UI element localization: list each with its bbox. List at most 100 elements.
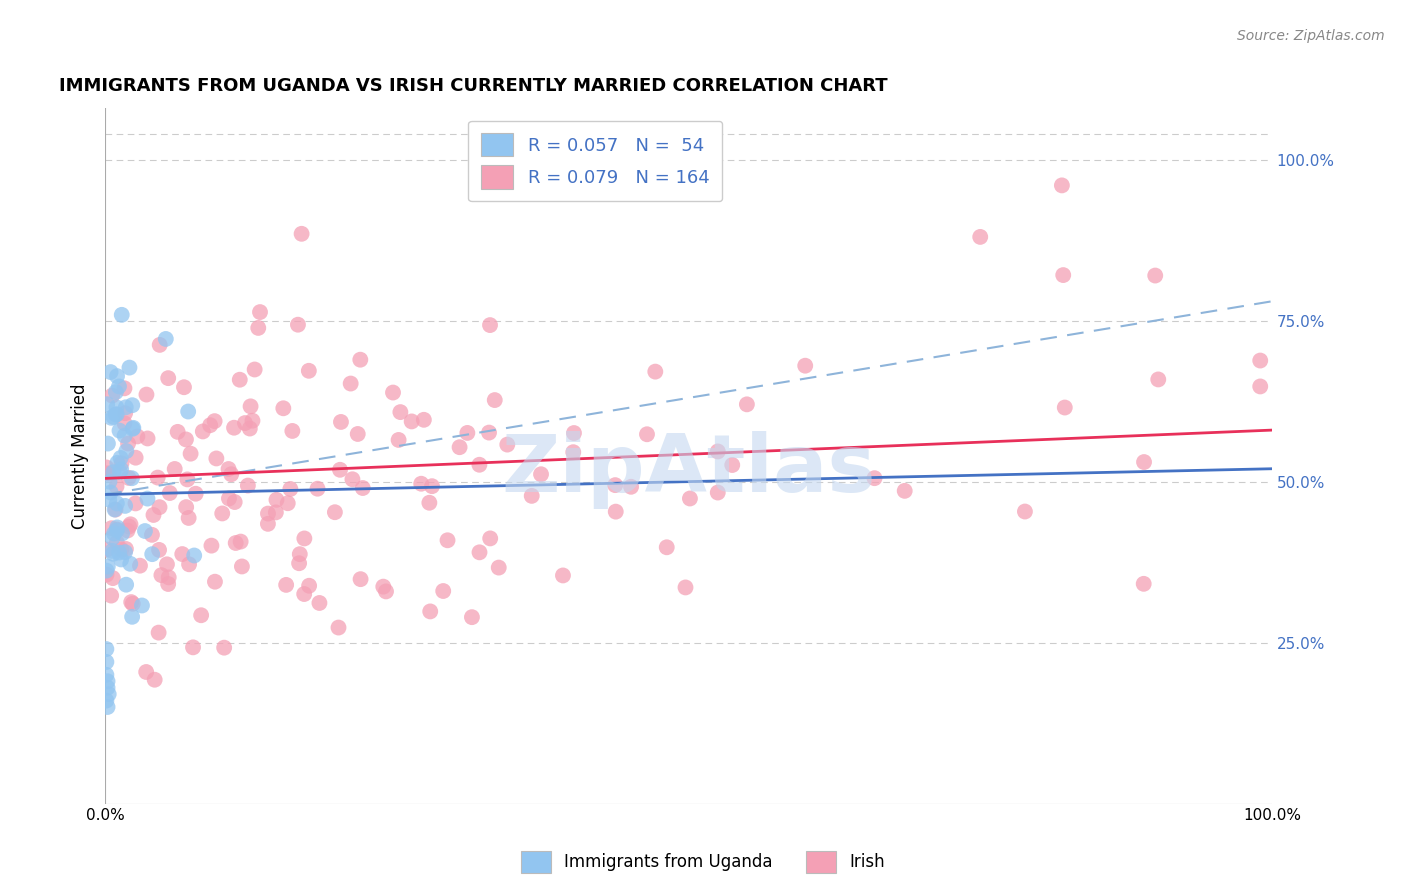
Point [449,440,471,454]
Point [115,577,138,591]
Point [1147,372,1170,386]
Point [339,376,361,391]
Point [103,526,125,541]
Point [114,381,136,395]
Point [239,400,262,414]
Point [479,532,502,546]
Point [114,417,136,431]
Point [114,428,136,442]
Point [114,545,136,559]
Point [96,467,118,481]
Point [225,536,247,550]
Point [98,492,121,507]
Point [141,528,163,542]
Point [105,407,128,421]
Point [298,364,321,378]
Point [110,542,132,557]
Point [104,502,127,516]
Point [1133,455,1156,469]
Point [287,318,309,332]
Point [388,433,411,447]
Point [893,483,915,498]
Point [96,642,118,657]
Point [562,425,585,440]
Point [174,500,197,515]
Point [118,360,141,375]
Point [264,505,287,519]
Point [218,491,240,506]
Point [98,467,121,481]
Point [520,489,543,503]
Point [97,559,120,574]
Point [104,502,127,516]
Point [863,471,886,485]
Point [157,570,180,584]
Point [114,406,136,420]
Point [166,425,188,439]
Point [143,673,166,687]
Point [233,416,256,430]
Point [418,496,440,510]
Point [562,445,585,459]
Point [229,373,252,387]
Point [1014,504,1036,518]
Point [479,318,502,332]
Point [100,589,122,603]
Point [114,401,136,415]
Point [96,674,118,689]
Point [349,352,371,367]
Point [288,547,311,561]
Point [98,475,121,489]
Point [721,458,744,472]
Point [229,534,252,549]
Point [177,511,200,525]
Point [969,230,991,244]
Point [97,436,120,450]
Point [288,556,311,570]
Point [110,462,132,476]
Point [247,321,270,335]
Point [298,579,321,593]
Point [96,655,118,669]
Point [530,467,553,482]
Point [222,421,245,435]
Point [231,559,253,574]
Point [292,587,315,601]
Point [551,568,574,582]
Point [135,665,157,679]
Point [117,471,139,485]
Point [105,535,128,549]
Point [118,519,141,533]
Point [105,520,128,534]
Point [1052,268,1074,282]
Point [1249,379,1271,393]
Point [149,338,172,352]
Point [131,599,153,613]
Point [389,405,412,419]
Point [172,547,194,561]
Point [103,409,125,424]
Point [110,450,132,465]
Point [121,422,143,436]
Point [155,332,177,346]
Point [266,492,288,507]
Text: IMMIGRANTS FROM UGANDA VS IRISH CURRENTLY MARRIED CORRELATION CHART: IMMIGRANTS FROM UGANDA VS IRISH CURRENTL… [59,78,887,95]
Point [157,577,180,591]
Point [675,581,697,595]
Point [148,625,170,640]
Legend: Immigrants from Uganda, Irish: Immigrants from Uganda, Irish [515,845,891,880]
Point [114,499,136,513]
Point [117,436,139,450]
Point [1132,577,1154,591]
Point [420,479,443,493]
Point [382,385,405,400]
Point [218,462,240,476]
Point [200,539,222,553]
Point [110,456,132,470]
Point [224,495,246,509]
Point [105,479,128,493]
Point [135,387,157,401]
Point [277,496,299,510]
Text: ZipAtlas: ZipAtlas [502,431,876,508]
Point [111,526,134,541]
